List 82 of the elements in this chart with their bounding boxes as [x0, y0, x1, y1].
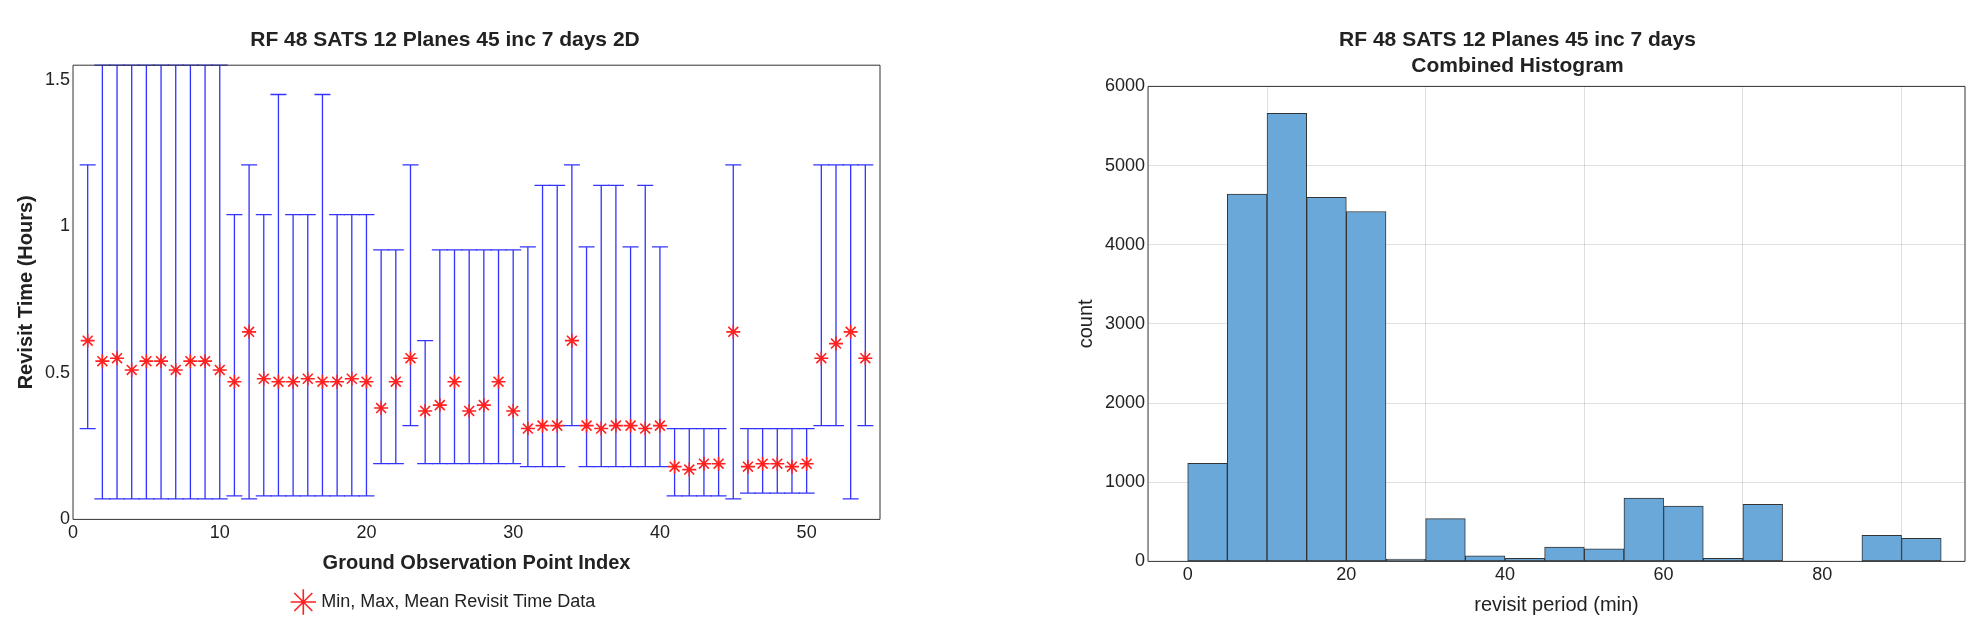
y-tick-label: 3000: [1105, 312, 1146, 333]
point: [285, 373, 301, 390]
chart-subtitle: Combined Histogram: [1411, 52, 1624, 76]
y-tick-label: 1.5: [44, 68, 71, 89]
y-tick-label: 4000: [1105, 233, 1146, 254]
point: [534, 417, 551, 434]
point: [813, 350, 830, 367]
point: [373, 400, 389, 416]
point: [769, 455, 786, 472]
x-tick-label: 0: [1182, 564, 1193, 585]
legend-label: Min, Max, Mean Revisit Time Data: [321, 590, 597, 611]
point: [857, 350, 874, 367]
point: [784, 458, 800, 475]
point: [725, 324, 742, 340]
point: [622, 417, 639, 434]
point: [226, 373, 243, 390]
point: [241, 324, 257, 340]
y-tick-label: 0.5: [44, 361, 71, 382]
point: [417, 403, 433, 419]
point: [520, 420, 536, 437]
point: [666, 458, 683, 475]
point: [153, 353, 169, 369]
point: [652, 417, 668, 434]
point: [123, 362, 140, 378]
point: [255, 370, 272, 387]
x-axis-title: revisit period (min): [1474, 592, 1639, 615]
point: [109, 350, 125, 367]
point: [740, 458, 756, 475]
point: [167, 362, 184, 378]
point: [578, 417, 595, 434]
point: [490, 373, 507, 390]
x-tick-label: 50: [796, 522, 817, 543]
point: [314, 373, 331, 390]
point: [505, 403, 521, 419]
point: [549, 417, 566, 434]
x-tick-label: 40: [649, 522, 670, 543]
x-tick-label: 30: [503, 522, 524, 543]
x-tick-label: 60: [1653, 564, 1674, 585]
point: [637, 420, 654, 437]
point: [842, 324, 859, 340]
point: [182, 353, 199, 369]
x-tick-label: 40: [1494, 564, 1515, 585]
x-axis-title: Ground Observation Point Index: [322, 550, 631, 573]
point: [461, 403, 477, 419]
point: [211, 362, 228, 378]
y-tick-label: 2000: [1105, 392, 1146, 413]
point: [710, 455, 727, 472]
x-tick-label: 20: [1336, 564, 1357, 585]
point: [593, 420, 610, 437]
point: [402, 350, 419, 367]
y-tick-label: 0: [1135, 550, 1146, 571]
point: [696, 455, 712, 472]
point: [754, 455, 771, 472]
point: [344, 370, 360, 387]
point: [681, 461, 698, 478]
point: [388, 373, 404, 390]
point: [94, 353, 111, 369]
point: [432, 397, 448, 413]
point: [828, 335, 844, 352]
y-tick-label: 1: [60, 215, 71, 236]
point: [798, 455, 815, 472]
point: [446, 373, 463, 390]
point: [138, 353, 155, 369]
x-tick-label: 10: [209, 522, 230, 543]
x-tick-label: 80: [1812, 564, 1833, 585]
point: [299, 370, 316, 387]
chart-title: RF 48 SATS 12 Planes 45 inc 7 days: [1339, 27, 1696, 51]
y-tick-label: 6000: [1105, 75, 1146, 96]
point: [329, 373, 345, 390]
point: [270, 373, 287, 390]
y-tick-label: 1000: [1105, 471, 1146, 492]
point: [79, 332, 96, 349]
x-tick-label: 20: [356, 522, 377, 543]
y-tick-label: 5000: [1105, 154, 1146, 175]
point: [358, 373, 375, 390]
y-axis-title: count: [1073, 299, 1096, 349]
point: [476, 397, 492, 413]
chart-title: RF 48 SATS 12 Planes 45 inc 7 days 2D: [250, 27, 640, 51]
point: [564, 332, 580, 349]
y-axis-title: Revisit Time (Hours): [13, 195, 36, 390]
point: [197, 353, 213, 369]
point: [608, 417, 624, 434]
